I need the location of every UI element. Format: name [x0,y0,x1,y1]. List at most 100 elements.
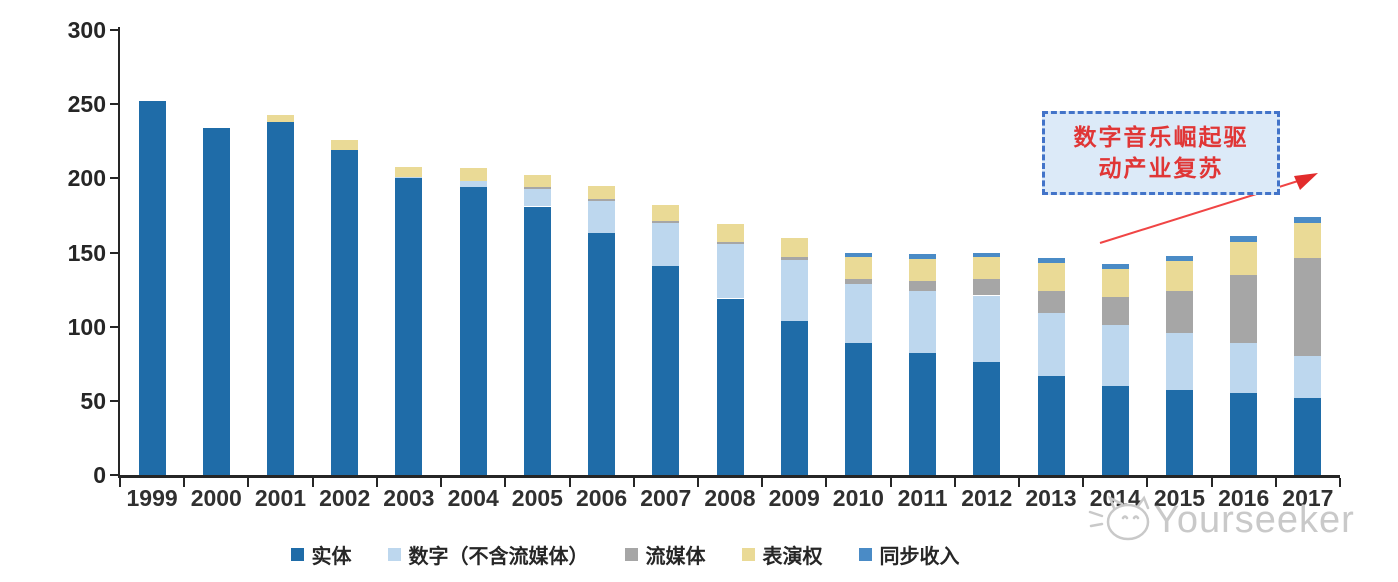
bar-2001-表演权 [267,114,294,122]
x-axis-tick-mark [1146,478,1149,487]
bar-2003-表演权 [395,166,423,177]
x-axis-tick-mark [889,478,892,487]
y-axis-tick-mark [110,325,118,328]
bar-2016-流媒体 [1230,274,1258,343]
bar-2008-流媒体 [716,242,744,244]
x-axis-category-label: 2009 [768,485,820,511]
x-axis-category-label: 2007 [640,485,692,511]
x-axis-tick-mark [1274,478,1277,487]
bar-2006-数字（不含流媒体） [588,200,616,234]
bar-2007-流媒体 [652,221,680,223]
x-axis-line [118,475,1340,478]
bar-2004-表演权 [459,168,487,182]
bar-2006-实体 [588,233,616,475]
x-axis-tick-mark [825,478,828,487]
bar-2004-实体 [459,187,487,475]
bar-2002-表演权 [331,139,359,151]
bar-2001-实体 [267,122,294,475]
y-axis-tick-label: 100 [67,313,106,340]
x-axis-tick-mark [696,478,699,487]
bar-2015-数字（不含流媒体） [1166,332,1193,391]
bar-2007-实体 [652,265,680,476]
bar-2014-表演权 [1101,268,1129,297]
legend-swatch [387,547,401,561]
x-axis-category-label: 2004 [447,485,499,511]
bar-2016-表演权 [1230,242,1258,275]
bar-2008-实体 [716,298,744,475]
bar-2005-数字（不含流媒体） [523,188,551,207]
bar-2011-实体 [909,353,937,475]
bar-2009-表演权 [780,237,808,257]
x-axis-tick-mark [632,478,635,487]
x-axis-category-label: 2016 [1218,485,1270,511]
bar-2012-同步收入 [973,252,1001,257]
x-axis-category-label: 2000 [190,485,242,511]
bar-2011-表演权 [909,258,937,281]
x-axis-category-label: 2006 [576,485,628,511]
y-axis-tick-label: 200 [67,165,106,192]
legend-label: 流媒体 [645,545,706,568]
y-axis-tick-mark [110,103,118,106]
bar-2014-流媒体 [1101,297,1129,326]
annotation-text-line1: 数字音乐崛起驱 [1073,124,1249,150]
x-axis-tick-mark [247,478,250,487]
x-axis-category-label: 2008 [704,485,756,511]
bar-2006-表演权 [588,185,616,200]
bar-2014-实体 [1101,386,1129,475]
x-axis-tick-mark [183,478,186,487]
x-axis-tick-mark [1210,478,1213,487]
bar-2003-实体 [395,178,423,475]
bar-2016-数字（不含流媒体） [1230,343,1258,394]
bar-2006-流媒体 [588,199,616,201]
bar-2016-同步收入 [1230,236,1258,243]
bar-2011-流媒体 [909,280,937,292]
y-axis-tick-label: 50 [80,387,106,414]
legend-item-流媒体: 流媒体 [624,540,706,569]
bar-2014-数字（不含流媒体） [1101,325,1129,386]
bar-2010-实体 [844,343,872,475]
legend-swatch [290,547,304,561]
legend-item-同步收入: 同步收入 [858,540,960,569]
bar-2010-流媒体 [844,279,872,284]
bar-2015-同步收入 [1166,255,1193,262]
x-axis-tick-mark [568,478,571,487]
y-axis-tick-label: 250 [67,91,106,118]
x-axis-tick-mark [119,478,121,487]
y-axis-tick-mark [110,177,118,180]
x-axis-category-label: 2017 [1282,485,1334,511]
y-axis-tick-mark [110,399,118,402]
x-axis-category-label: 2003 [383,485,435,511]
bar-2015-实体 [1166,390,1193,475]
y-axis-tick-label: 300 [67,17,106,43]
y-axis-line [118,27,120,478]
bar-2013-同步收入 [1037,258,1065,263]
x-axis-category-label: 2010 [832,485,884,511]
x-axis-tick-mark [375,478,378,487]
bar-2011-数字（不含流媒体） [909,291,937,354]
y-axis-tick-mark [110,29,118,31]
chart-legend: 实体 数字（不含流媒体） 流媒体 表演权 同步收入 [60,538,1190,570]
x-axis-tick-mark [1017,478,1020,487]
legend-label: 同步收入 [879,545,960,568]
x-axis-category-label: 2013 [1025,485,1077,511]
bar-2014-同步收入 [1101,264,1129,269]
x-axis-category-label: 2002 [319,485,371,511]
bar-2012-实体 [973,362,1001,475]
bar-2008-表演权 [716,224,744,243]
x-axis-tick-mark [311,478,314,487]
x-axis-tick-mark [1339,478,1341,487]
watermark-text: Yourseeker [1154,499,1355,541]
bar-2009-流媒体 [780,256,808,260]
bar-2017-同步收入 [1294,216,1322,223]
bar-2010-表演权 [844,256,872,280]
bar-2000-实体 [202,127,230,475]
x-axis-tick-mark [440,478,443,487]
bar-2015-流媒体 [1166,291,1193,333]
x-axis-category-label: 2005 [511,485,563,511]
bar-2009-数字（不含流媒体） [780,259,808,321]
legend-swatch [741,547,755,561]
bar-2013-表演权 [1037,262,1065,292]
legend-item-数字（不含流媒体）: 数字（不含流媒体） [387,540,589,569]
bar-2013-数字（不含流媒体） [1037,313,1065,376]
